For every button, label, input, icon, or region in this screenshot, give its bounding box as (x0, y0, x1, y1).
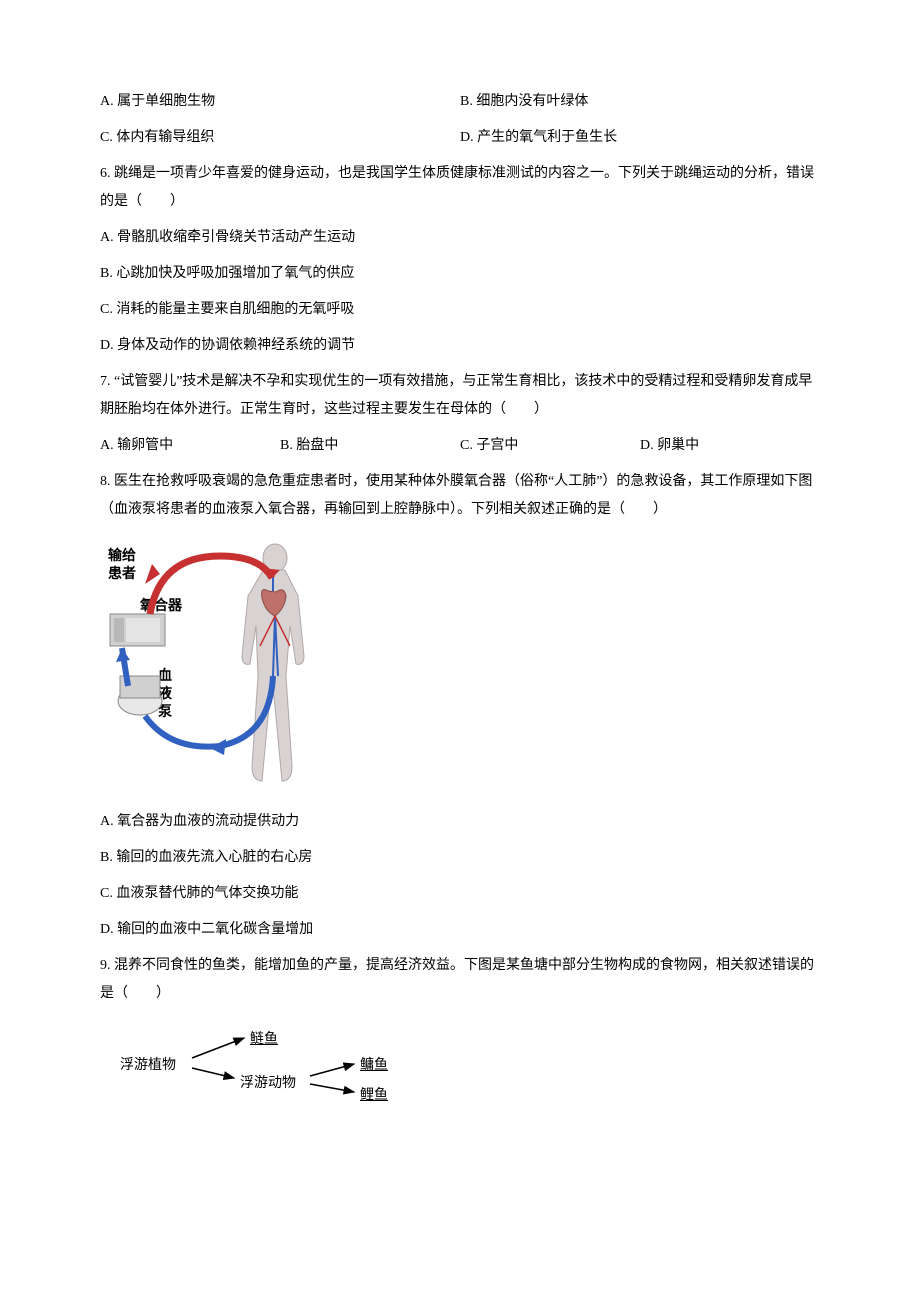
ecmo-svg (100, 536, 340, 796)
q6-stem: 6. 跳绳是一项青少年喜爱的健身运动，也是我国学生体质健康标准测试的内容之一。下… (100, 160, 820, 216)
foodweb-node-carp: 鲤鱼 (360, 1084, 388, 1104)
foodweb-node-zooplankton: 浮游动物 (240, 1072, 296, 1092)
q8-option-d: D. 输回的血液中二氧化碳含量增加 (100, 916, 820, 944)
q7-option-b: B. 胎盘中 (280, 432, 460, 460)
q8-stem: 8. 医生在抢救呼吸衰竭的急危重症患者时，使用某种体外膜氧合器（俗称“人工肺”）… (100, 468, 820, 524)
q7-option-c: C. 子宫中 (460, 432, 640, 460)
q8-ecmo-diagram: 输给 患者 氧合器 血 液 泵 (100, 536, 820, 796)
q6-option-c: C. 消耗的能量主要来自肌细胞的无氧呼吸 (100, 296, 820, 324)
foodweb-node-phytoplankton: 浮游植物 (120, 1054, 176, 1074)
q8-option-b: B. 输回的血液先流入心脏的右心房 (100, 844, 820, 872)
q5-options-row-2: C. 体内有输导组织 D. 产生的氧气利于鱼生长 (100, 124, 820, 152)
foodweb-node-silver_carp: 鲢鱼 (250, 1028, 278, 1048)
q8-option-a: A. 氧合器为血液的流动提供动力 (100, 808, 820, 836)
q7-options-row: A. 输卵管中 B. 胎盘中 C. 子宫中 D. 卵巢中 (100, 432, 820, 460)
q9-foodweb-diagram: 浮游植物 鲢鱼浮游动物 鳙鱼鲤鱼 (100, 1020, 820, 1110)
q7-option-a: A. 输卵管中 (100, 432, 280, 460)
q8-option-c: C. 血液泵替代肺的气体交换功能 (100, 880, 820, 908)
q6-option-b: B. 心跳加快及呼吸加强增加了氧气的供应 (100, 260, 820, 288)
q5-option-b: B. 细胞内没有叶绿体 (460, 88, 820, 116)
q7-option-d: D. 卵巢中 (640, 432, 820, 460)
q5-options-row-1: A. 属于单细胞生物 B. 细胞内没有叶绿体 (100, 88, 820, 116)
q9-stem: 9. 混养不同食性的鱼类，能增加鱼的产量，提高经济效益。下图是某鱼塘中部分生物构… (100, 952, 820, 1008)
foodweb-node-bighead_carp: 鳙鱼 (360, 1054, 388, 1074)
human-body-icon (242, 544, 304, 781)
q5-option-c: C. 体内有输导组织 (100, 124, 460, 152)
q5-option-d: D. 产生的氧气利于鱼生长 (460, 124, 820, 152)
q7-stem: 7. “试管婴儿”技术是解决不孕和实现优生的一项有效措施，与正常生育相比，该技术… (100, 368, 820, 424)
q6-option-d: D. 身体及动作的协调依赖神经系统的调节 (100, 332, 820, 360)
q5-option-a: A. 属于单细胞生物 (100, 88, 460, 116)
q6-option-a: A. 骨骼肌收缩牵引骨绕关节活动产生运动 (100, 224, 820, 252)
